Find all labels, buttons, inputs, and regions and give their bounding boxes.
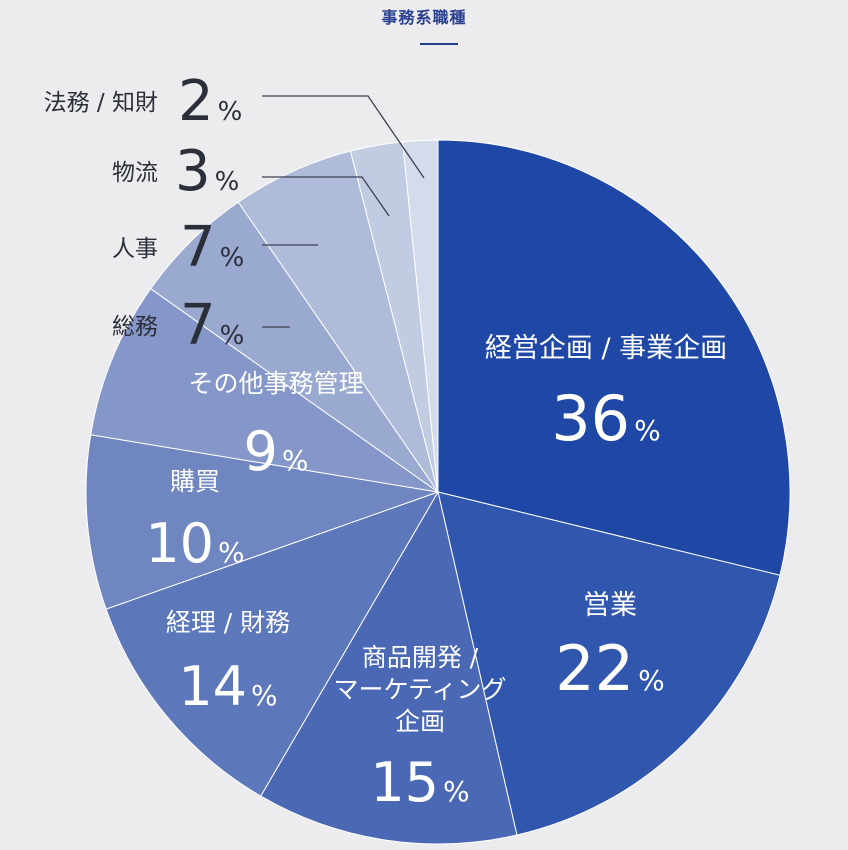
slice-label: 購買 [170,467,220,496]
slice-label: 企画 [395,707,445,736]
slice-value: 3% [175,139,239,204]
slice-value: 36% [551,382,661,455]
pie-slice [437,139,791,576]
slice-value: 7% [180,215,244,280]
pie-slice [260,490,518,845]
slice-value: 7% [180,293,244,358]
slice-label: 営業 [583,590,637,621]
slice-value: 22% [555,632,665,705]
leader-line [262,95,425,179]
chart-title: 事務系職種 [381,8,467,27]
title-underline [420,43,458,45]
slice-value: 14% [178,655,277,718]
slice-label: 総務 [112,314,158,340]
slice-label: 物流 [112,160,158,186]
slice-label: 経営企画 / 事業企画 [485,333,727,364]
slice-value: 15% [370,751,469,814]
pie-slice [90,287,439,493]
slice-label: 商品開発 / [362,643,479,672]
slice-value: 9% [244,420,309,483]
slice-label: マーケティング [333,675,506,704]
slice-label: その他事務管理 [188,369,363,398]
slice-value: 2% [178,69,242,134]
slice-label: 経理 / 財務 [166,608,290,637]
slice-label: 人事 [112,236,158,262]
pie-slice [85,434,439,610]
pie-slice [437,491,781,836]
pie-slice [402,139,439,493]
pie-slice [105,491,440,797]
leader-line [262,176,390,217]
slice-label: 法務 / 知財 [44,90,158,116]
slice-value: 10% [145,512,244,575]
